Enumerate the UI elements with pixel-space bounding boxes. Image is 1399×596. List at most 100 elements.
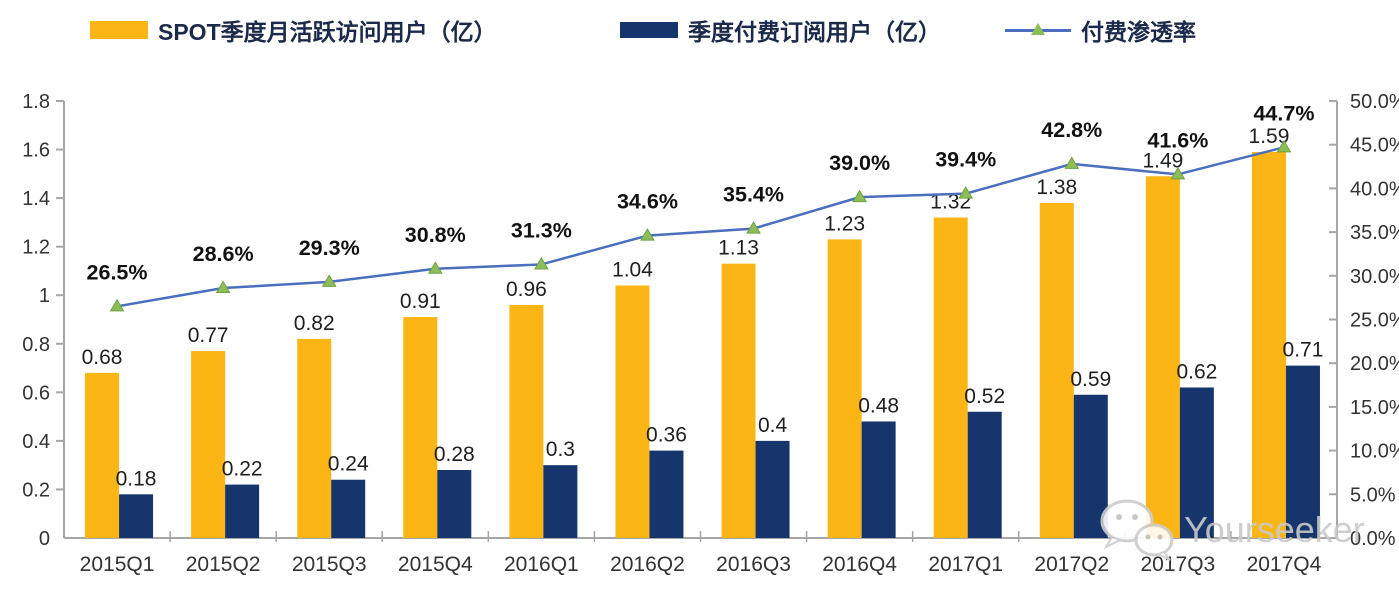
x-axis-category-label: 2017Q1 (928, 553, 1003, 576)
bar-subscribers-value-label: 0.71 (1283, 339, 1324, 362)
bar-mau-value-label: 0.91 (400, 290, 441, 313)
bar-mau-value-label: 1.49 (1142, 149, 1183, 172)
legend-item-penetration: 付费渗透率 (1005, 14, 1196, 46)
left-axis-tick-label: 0 (39, 528, 50, 550)
x-axis-category-label: 2017Q2 (1034, 553, 1109, 576)
penetration-value-label: 26.5% (87, 260, 148, 284)
bar-subscribers (1285, 365, 1320, 538)
bar-mau (827, 239, 862, 538)
penetration-point-marker (1170, 166, 1186, 180)
bar-subscribers-value-label: 0.62 (1176, 360, 1217, 383)
penetration-value-label: 28.6% (193, 242, 254, 266)
x-axis-category-label: 2015Q3 (292, 553, 367, 576)
bar-mau (615, 285, 650, 538)
bar-mau-value-label: 0.96 (506, 278, 547, 301)
bar-mau (509, 304, 544, 538)
penetration-point-marker (215, 280, 231, 294)
bar-subscribers-value-label: 0.28 (434, 443, 475, 466)
bar-mau-value-label: 1.38 (1036, 176, 1077, 199)
bar-mau-value-label: 1.04 (612, 259, 653, 282)
penetration-point-marker (640, 228, 655, 241)
left-axis-tick-label: 0.8 (22, 334, 50, 356)
left-axis-tick-label: 0.4 (22, 431, 50, 453)
penetration-point-marker (533, 256, 549, 270)
penetration-point-marker (1276, 139, 1292, 153)
bar-mau (1145, 176, 1180, 538)
right-axis-tick-label: 50.0% (1350, 91, 1399, 113)
penetration-line (116, 146, 1285, 308)
left-axis-tick-label: 1.4 (22, 188, 50, 210)
bar-mau (403, 317, 438, 538)
penetration-value-label: 44.7% (1253, 101, 1314, 125)
bar-subscribers (437, 470, 472, 538)
penetration-line-swatch (1005, 21, 1071, 39)
x-axis-category-label: 2017Q4 (1247, 553, 1322, 576)
legend-item-subscribers: 季度付费订阅用户（亿） (620, 14, 941, 46)
right-axis-tick-label: 20.0% (1350, 353, 1399, 375)
penetration-value-label: 31.3% (511, 218, 572, 242)
right-axis-tick-label: 35.0% (1350, 222, 1399, 244)
bar-mau-value-label: 1.59 (1249, 125, 1290, 148)
penetration-point-marker (852, 189, 868, 203)
penetration-value-label: 30.8% (405, 223, 466, 247)
bar-mau-value-label: 1.13 (718, 237, 759, 260)
legend-label-mau: SPOT季度月活跃访问用户（亿） (158, 19, 497, 45)
penetration-point-marker (427, 261, 443, 274)
bar-mau (85, 372, 120, 538)
right-axis-tick-label: 10.0% (1350, 441, 1399, 463)
right-axis-tick-label: 0.0% (1350, 528, 1396, 550)
x-axis-category-label: 2015Q1 (80, 553, 155, 576)
right-axis-tick-label: 5.0% (1350, 484, 1396, 506)
bar-subscribers (543, 465, 578, 538)
bar-subscribers-value-label: 0.4 (758, 414, 788, 437)
penetration-value-label: 34.6% (617, 190, 678, 214)
left-axis-tick-label: 0.6 (22, 382, 50, 404)
left-axis-tick-label: 1 (39, 285, 50, 307)
legend-label-subscribers: 季度付费订阅用户（亿） (688, 19, 941, 45)
bar-subscribers (967, 411, 1002, 538)
bar-subscribers (755, 440, 790, 538)
bar-subscribers-value-label: 0.3 (546, 438, 575, 461)
penetration-point-marker (321, 274, 337, 287)
bar-subscribers (649, 450, 684, 538)
left-axis-tick-label: 1.6 (22, 140, 50, 162)
x-axis-category-label: 2016Q2 (610, 553, 685, 576)
mau-bar-swatch (90, 21, 148, 39)
bar-subscribers (119, 494, 154, 538)
bar-mau-value-label: 0.68 (82, 346, 123, 369)
x-axis-category-label: 2016Q3 (716, 553, 791, 576)
bar-subscribers-value-label: 0.59 (1070, 368, 1111, 391)
legend-label-penetration: 付费渗透率 (1081, 19, 1196, 45)
bar-mau (933, 217, 968, 539)
legend-item-mau: SPOT季度月活跃访问用户（亿） (90, 14, 497, 46)
triangle-marker-icon (1031, 23, 1045, 35)
watermark-text: Yourseeker (1184, 509, 1365, 550)
x-axis-category-label: 2016Q1 (504, 553, 579, 576)
penetration-point-marker (109, 298, 125, 312)
bar-subscribers (331, 479, 366, 538)
bar-subscribers-value-label: 0.52 (964, 385, 1005, 408)
penetration-value-label: 39.0% (829, 151, 890, 175)
bar-mau (1251, 151, 1286, 538)
bar-subscribers-value-label: 0.48 (858, 394, 899, 417)
bar-subscribers (861, 421, 896, 538)
right-axis-tick-label: 15.0% (1350, 397, 1399, 419)
bar-subscribers-value-label: 0.18 (116, 467, 157, 490)
bar-mau (721, 263, 756, 538)
bar-subscribers-value-label: 0.36 (646, 424, 687, 447)
bar-mau-value-label: 0.77 (188, 324, 229, 347)
left-axis-tick-label: 1.2 (22, 237, 50, 259)
penetration-value-label: 42.8% (1041, 118, 1102, 142)
x-axis-category-label: 2015Q4 (398, 553, 473, 576)
penetration-value-label: 41.6% (1147, 128, 1208, 152)
penetration-point-marker (958, 186, 974, 199)
bar-mau-value-label: 1.23 (824, 212, 865, 235)
x-axis-category-label: 2017Q3 (1141, 553, 1216, 576)
bar-mau-value-label: 0.82 (294, 312, 335, 335)
penetration-point-marker (1064, 156, 1080, 169)
penetration-value-label: 39.4% (935, 148, 996, 172)
subscribers-bar-swatch (620, 22, 678, 38)
left-axis-tick-label: 1.8 (22, 91, 50, 113)
